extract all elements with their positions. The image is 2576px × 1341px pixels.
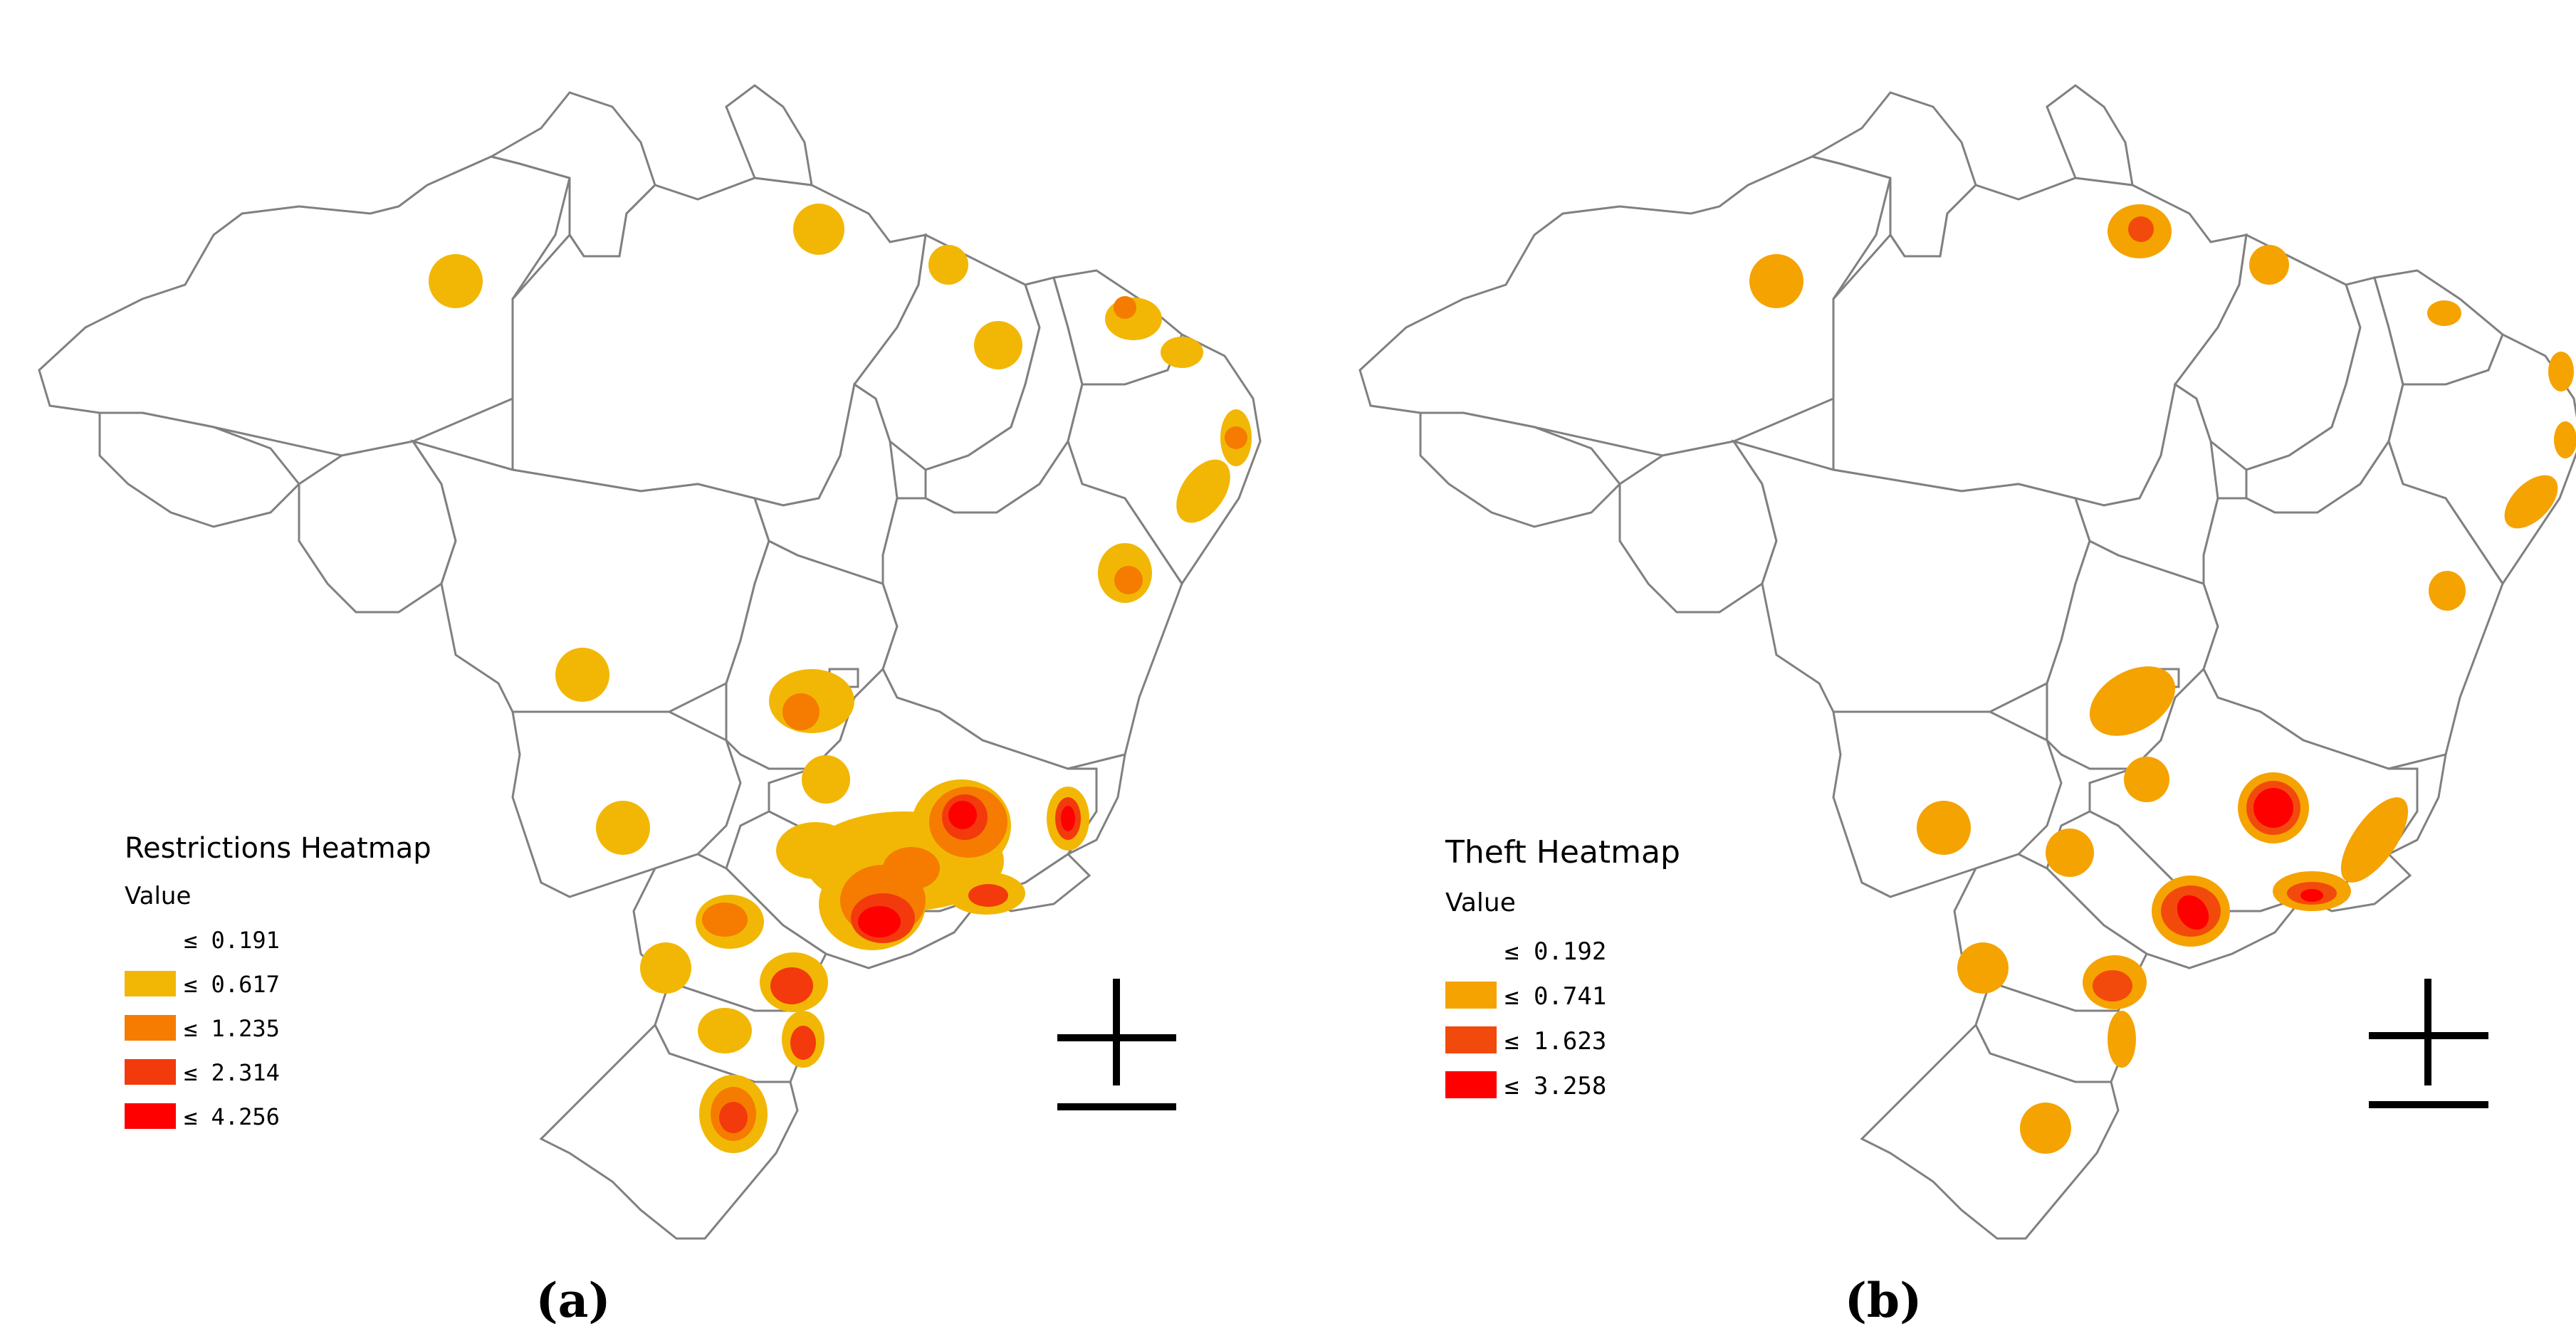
state-amazonas [38, 155, 571, 457]
legend-subtitle: Value [125, 882, 191, 910]
heat-spot [1749, 254, 1803, 308]
brazil-map-b [1358, 84, 2576, 1240]
legend-class-label: ≤ 0.192 [1504, 937, 1606, 966]
legend-class-label: ≤ 2.314 [184, 1059, 280, 1086]
heat-spot [858, 906, 901, 937]
heat-spot [2108, 1011, 2136, 1068]
heat-spot [974, 321, 1022, 369]
heat-spot [883, 847, 940, 890]
heat-spot [948, 801, 977, 829]
heat-spot [2427, 300, 2461, 326]
heat-spot [793, 204, 844, 255]
heat-spot [1114, 296, 1136, 319]
heat-spot [555, 648, 609, 702]
heat-spot [2093, 970, 2132, 1001]
heat-spot [2548, 352, 2574, 391]
legend-class-label: ≤ 0.741 [1504, 982, 1606, 1011]
legend-swatch [125, 927, 176, 952]
legend-class-label: ≤ 4.256 [184, 1103, 280, 1130]
heat-spot [770, 967, 813, 1004]
heat-spot [2340, 797, 2409, 883]
legend-swatch [1445, 982, 1497, 1009]
heat-spot [2020, 1103, 2071, 1154]
heat-spot [2177, 895, 2209, 930]
state-acre [98, 411, 301, 528]
legend-title: Restrictions Heatmap [125, 832, 431, 865]
legend-class-label: ≤ 3.258 [1504, 1072, 1606, 1100]
legend-swatch [125, 1015, 176, 1041]
panel-a: Restrictions Heatmap Value ≤ 0.191 ≤ 0.61… [38, 84, 1262, 1328]
legend-swatch [125, 1103, 176, 1129]
state-espirito-santo [1064, 752, 1126, 857]
panel-b: Theft Heatmap Value ≤ 0.192 ≤ 0.741 ≤ 1.62… [1358, 84, 2576, 1328]
legend-class-label: ≤ 1.235 [184, 1015, 280, 1042]
heat-spot [2429, 571, 2466, 611]
heat-layer-a [429, 204, 1252, 1153]
heat-spot [1061, 806, 1075, 831]
legend-class-label: ≤ 1.623 [1504, 1027, 1606, 1056]
heat-spot [2089, 666, 2176, 736]
heat-spot [640, 942, 691, 994]
heat-spot [802, 755, 850, 804]
state-amazonas [1358, 155, 1892, 457]
north-arrow-icon [2369, 979, 2488, 1108]
heat-spot [928, 245, 968, 285]
heat-spot [2554, 421, 2576, 458]
north-arrow-icon [1057, 979, 1176, 1110]
state-amapa [725, 84, 813, 186]
heat-spot [2253, 788, 2293, 828]
state-amapa [2046, 84, 2134, 186]
legend-classes-b: ≤ 0.192 ≤ 0.741 ≤ 1.623 ≤ 3.258 [1445, 937, 1606, 1100]
state-rio-grande-sul [1860, 1023, 2120, 1240]
heat-spot [429, 254, 483, 308]
state-mato-grosso [410, 439, 770, 713]
heat-layer-b [1749, 204, 2576, 1154]
heat-spot [1114, 566, 1143, 594]
legend-swatch [1445, 1026, 1497, 1053]
heat-spot [2046, 829, 2094, 877]
panel-caption: (b) [1845, 1273, 1922, 1328]
heat-spot [1176, 459, 1230, 523]
heat-spot [2124, 757, 2169, 802]
state-acre [1419, 411, 1622, 528]
heat-spot [596, 801, 650, 855]
legend-swatch [1445, 1071, 1497, 1098]
legend-swatch [125, 971, 176, 996]
state-mato-grosso [1731, 439, 2091, 713]
heat-spot [2128, 216, 2154, 242]
heat-spot [2249, 245, 2289, 285]
legend-class-label: ≤ 0.617 [184, 971, 280, 998]
legend-swatch [1445, 937, 1497, 964]
legend-classes-a: ≤ 0.191 ≤ 0.617 ≤ 1.235 ≤ 2.314 ≤ 4.256 [125, 927, 280, 1130]
heat-spot [2504, 475, 2558, 529]
heat-spot [702, 903, 748, 937]
panel-caption: (a) [535, 1273, 610, 1328]
heat-spot [1161, 337, 1203, 368]
heat-spot [782, 693, 820, 730]
heat-spot [968, 884, 1008, 907]
legend-subtitle: Value [1445, 888, 1516, 917]
heat-spot [1957, 942, 2009, 994]
heat-spot [1917, 801, 1971, 855]
state-espirito-santo [2385, 752, 2447, 857]
heat-spot [790, 1026, 816, 1060]
heat-spot [698, 1008, 752, 1053]
legend-a: Restrictions Heatmap Value ≤ 0.191 ≤ 0.61… [125, 832, 431, 1130]
heat-spot [719, 1102, 748, 1133]
heat-spot [2300, 889, 2323, 902]
legend-swatch [125, 1059, 176, 1085]
heat-spot [1225, 426, 1247, 449]
legend-b: Theft Heatmap Value ≤ 0.192 ≤ 0.741 ≤ 1.62… [1445, 834, 1680, 1100]
legend-title: Theft Heatmap [1445, 834, 1680, 871]
legend-class-label: ≤ 0.191 [184, 927, 280, 954]
